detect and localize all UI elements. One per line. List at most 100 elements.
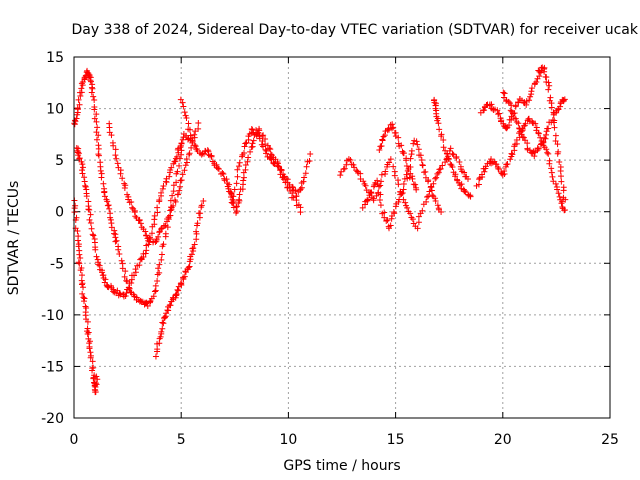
y-tick-label: -20 <box>41 411 64 427</box>
data-point-marker <box>449 150 456 157</box>
data-point-marker <box>435 120 442 127</box>
data-point-marker <box>495 111 502 118</box>
series-arc12 <box>473 115 568 214</box>
data-point-marker <box>108 132 115 139</box>
data-point-marker <box>87 220 94 227</box>
data-point-marker <box>186 263 193 270</box>
x-tick-label: 20 <box>494 432 512 448</box>
data-point-marker <box>382 168 389 175</box>
data-point-marker <box>93 381 100 388</box>
y-tick-label: -15 <box>41 359 64 375</box>
data-point-marker <box>113 155 120 162</box>
data-point-marker <box>241 143 248 150</box>
data-point-marker <box>445 155 452 162</box>
data-point-marker <box>461 187 468 194</box>
data-point-marker <box>357 170 364 177</box>
data-point-marker <box>110 288 117 295</box>
data-point-marker <box>98 174 105 181</box>
data-point-marker <box>225 185 232 192</box>
data-point-marker <box>405 165 412 172</box>
data-point-marker <box>156 269 163 276</box>
data-point-marker <box>131 272 138 279</box>
data-point-marker <box>374 180 381 187</box>
data-point-marker <box>85 206 92 213</box>
data-point-marker <box>113 237 120 244</box>
data-point-marker <box>97 167 104 174</box>
data-point-marker <box>158 328 165 335</box>
y-axis-label: SDTVAR / TECUs <box>6 181 22 296</box>
data-point-marker <box>106 205 113 212</box>
data-point-marker <box>533 79 540 86</box>
data-point-marker <box>152 282 159 289</box>
data-point-marker <box>81 298 88 305</box>
data-point-marker <box>390 163 397 170</box>
data-point-marker <box>377 191 384 198</box>
data-point-marker <box>82 303 89 310</box>
data-point-marker <box>126 285 133 292</box>
data-point-marker <box>95 261 102 268</box>
data-point-marker <box>432 175 439 182</box>
data-point-marker <box>86 216 93 223</box>
data-point-marker <box>154 277 161 284</box>
x-axis-label: GPS time / hours <box>283 458 400 474</box>
data-point-marker <box>516 125 523 132</box>
data-point-marker <box>188 144 195 151</box>
data-point-marker <box>156 197 163 204</box>
x-tick-label: 10 <box>279 432 297 448</box>
data-point-marker <box>549 173 556 180</box>
data-point-marker <box>215 166 222 173</box>
data-point-marker <box>402 199 409 206</box>
data-point-marker <box>512 115 519 122</box>
data-point-marker <box>193 236 200 243</box>
data-point-marker <box>292 187 299 194</box>
series-arc1 <box>71 67 194 309</box>
data-point-marker <box>337 172 344 179</box>
data-point-marker <box>181 273 188 280</box>
data-point-marker <box>92 246 99 253</box>
data-point-marker <box>188 251 195 258</box>
data-point-marker <box>86 73 93 80</box>
data-point-marker <box>101 188 108 195</box>
data-point-marker <box>226 181 233 188</box>
y-tick-label: 0 <box>55 205 64 221</box>
data-point-marker <box>395 181 402 188</box>
data-point-marker <box>136 217 143 224</box>
data-point-marker <box>395 134 402 141</box>
y-tick-label: -10 <box>41 308 64 324</box>
data-point-marker <box>122 268 129 275</box>
data-point-marker <box>234 166 241 173</box>
data-point-marker <box>535 145 542 152</box>
data-point-marker <box>112 152 119 159</box>
data-point-marker <box>236 191 243 198</box>
data-point-marker <box>157 333 164 340</box>
data-point-marker <box>91 106 98 113</box>
data-point-marker <box>160 320 167 327</box>
data-point-marker <box>83 193 90 200</box>
data-point-marker <box>525 115 532 122</box>
data-point-marker <box>90 364 97 371</box>
data-point-marker <box>439 162 446 169</box>
data-point-marker <box>266 145 273 152</box>
data-point-marker <box>535 130 542 137</box>
data-point-marker <box>240 174 247 181</box>
data-point-marker <box>214 165 221 172</box>
series-arc14 <box>500 89 568 160</box>
data-point-marker <box>189 135 196 142</box>
data-point-marker <box>558 178 565 185</box>
data-point-marker <box>461 169 468 176</box>
data-point-marker <box>76 101 83 108</box>
data-point-marker <box>115 246 122 253</box>
data-point-marker <box>408 214 415 221</box>
data-point-marker <box>78 272 85 279</box>
data-point-marker <box>518 131 525 138</box>
data-point-marker <box>267 146 274 153</box>
data-point-marker <box>535 129 542 136</box>
data-point-marker <box>111 230 118 237</box>
data-point-marker <box>513 119 520 126</box>
data-point-marker <box>182 162 189 169</box>
data-point-marker <box>552 137 559 144</box>
data-point-marker <box>82 182 89 189</box>
data-point-marker <box>155 233 162 240</box>
data-point-marker <box>552 132 559 139</box>
data-point-marker <box>108 224 115 231</box>
